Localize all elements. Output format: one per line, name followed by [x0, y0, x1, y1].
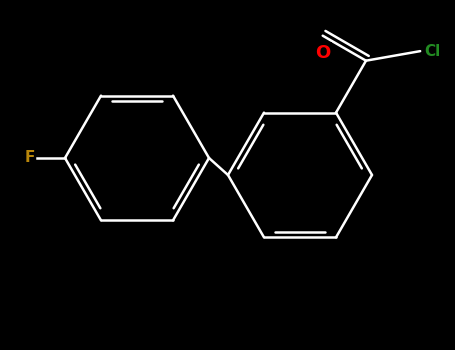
Text: Cl: Cl [424, 44, 440, 59]
Text: O: O [315, 44, 330, 62]
Text: F: F [25, 150, 35, 166]
